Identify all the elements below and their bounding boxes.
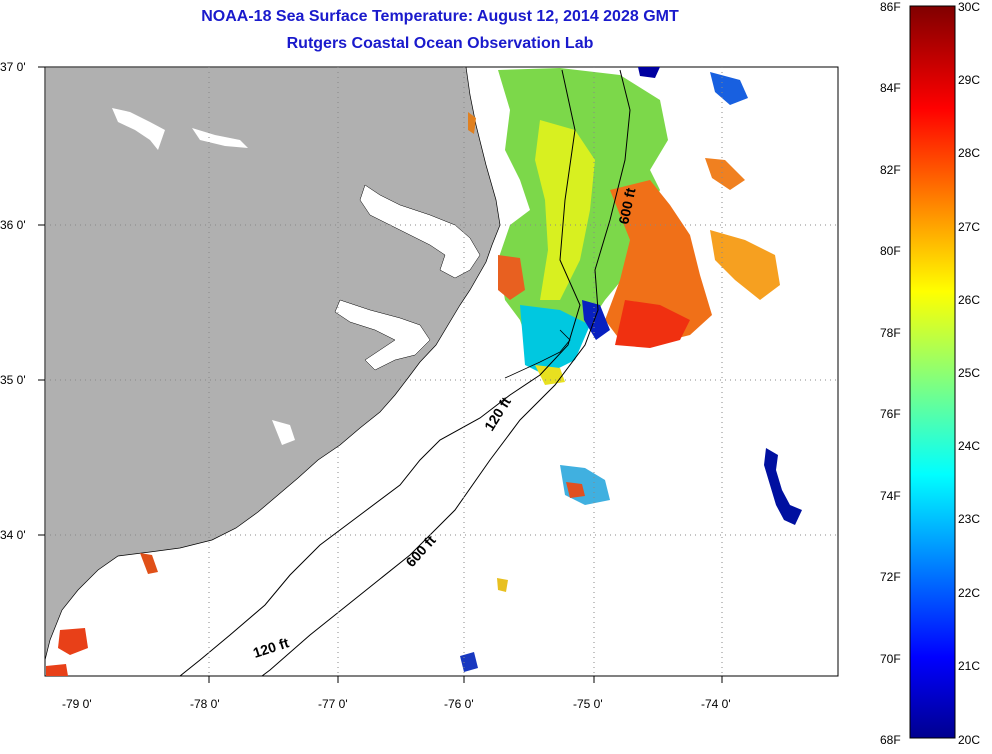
colorbar-f-label: 82F xyxy=(880,163,901,177)
colorbar-c-label: 20C xyxy=(958,733,981,747)
inland-water-2 xyxy=(192,128,248,148)
lon-tick-label: -79 0' xyxy=(62,697,92,711)
pamlico-water xyxy=(334,299,431,371)
colorbar-c-label: 22C xyxy=(958,586,981,600)
colorbar-f-label: 74F xyxy=(880,489,901,503)
isobath-120ft-shelf xyxy=(504,329,571,379)
colorbar-c-label: 21C xyxy=(958,659,981,673)
sst-patches xyxy=(46,67,802,676)
colorbar-c-label: 28C xyxy=(958,146,981,160)
map-subtitle: Rutgers Coastal Ocean Observation Lab xyxy=(286,35,594,52)
inland-water-3 xyxy=(272,420,295,445)
lon-tick-label: -76 0' xyxy=(444,697,474,711)
isobath-600ft xyxy=(261,69,631,676)
colorbar-f-label: 76F xyxy=(880,407,901,421)
lon-tick-label: -74 0' xyxy=(701,697,731,711)
colorbar-c-label: 25C xyxy=(958,366,981,380)
colorbar-c-label: 23C xyxy=(958,512,981,526)
lat-tick-label: 36 0' xyxy=(0,218,26,232)
colorbar xyxy=(909,5,956,739)
lon-tick-label: -78 0' xyxy=(190,697,220,711)
colorbar-f-label: 70F xyxy=(880,652,901,666)
colorbar-c-label: 30C xyxy=(958,0,981,14)
inland-water xyxy=(112,108,165,150)
map-title: NOAA-18 Sea Surface Temperature: August … xyxy=(201,8,679,25)
colorbar-c-label: 27C xyxy=(958,220,981,234)
colorbar-c-label: 29C xyxy=(958,73,981,87)
isobath-120ft-offshore xyxy=(179,69,581,676)
colorbar-f-label: 80F xyxy=(880,244,901,258)
colorbar-f-label: 68F xyxy=(880,733,901,747)
contour-label: 600 ft xyxy=(615,186,638,225)
lat-tick-label: 34 0' xyxy=(0,528,26,542)
colorbar-c-label: 24C xyxy=(958,439,981,453)
axis-ticks xyxy=(38,66,723,683)
graticule xyxy=(45,67,838,676)
colorbar-f-label: 78F xyxy=(880,326,901,340)
lon-tick-label: -75 0' xyxy=(573,697,603,711)
colorbar-f-label: 72F xyxy=(880,570,901,584)
colorbar-f-label: 84F xyxy=(880,81,901,95)
lon-tick-label: -77 0' xyxy=(318,697,348,711)
lat-tick-label: 37 0' xyxy=(0,60,26,74)
lat-tick-label: 35 0' xyxy=(0,373,26,387)
sound-water xyxy=(359,184,481,279)
colorbar-f-label: 86F xyxy=(880,0,901,14)
colorbar-c-label: 26C xyxy=(958,293,981,307)
